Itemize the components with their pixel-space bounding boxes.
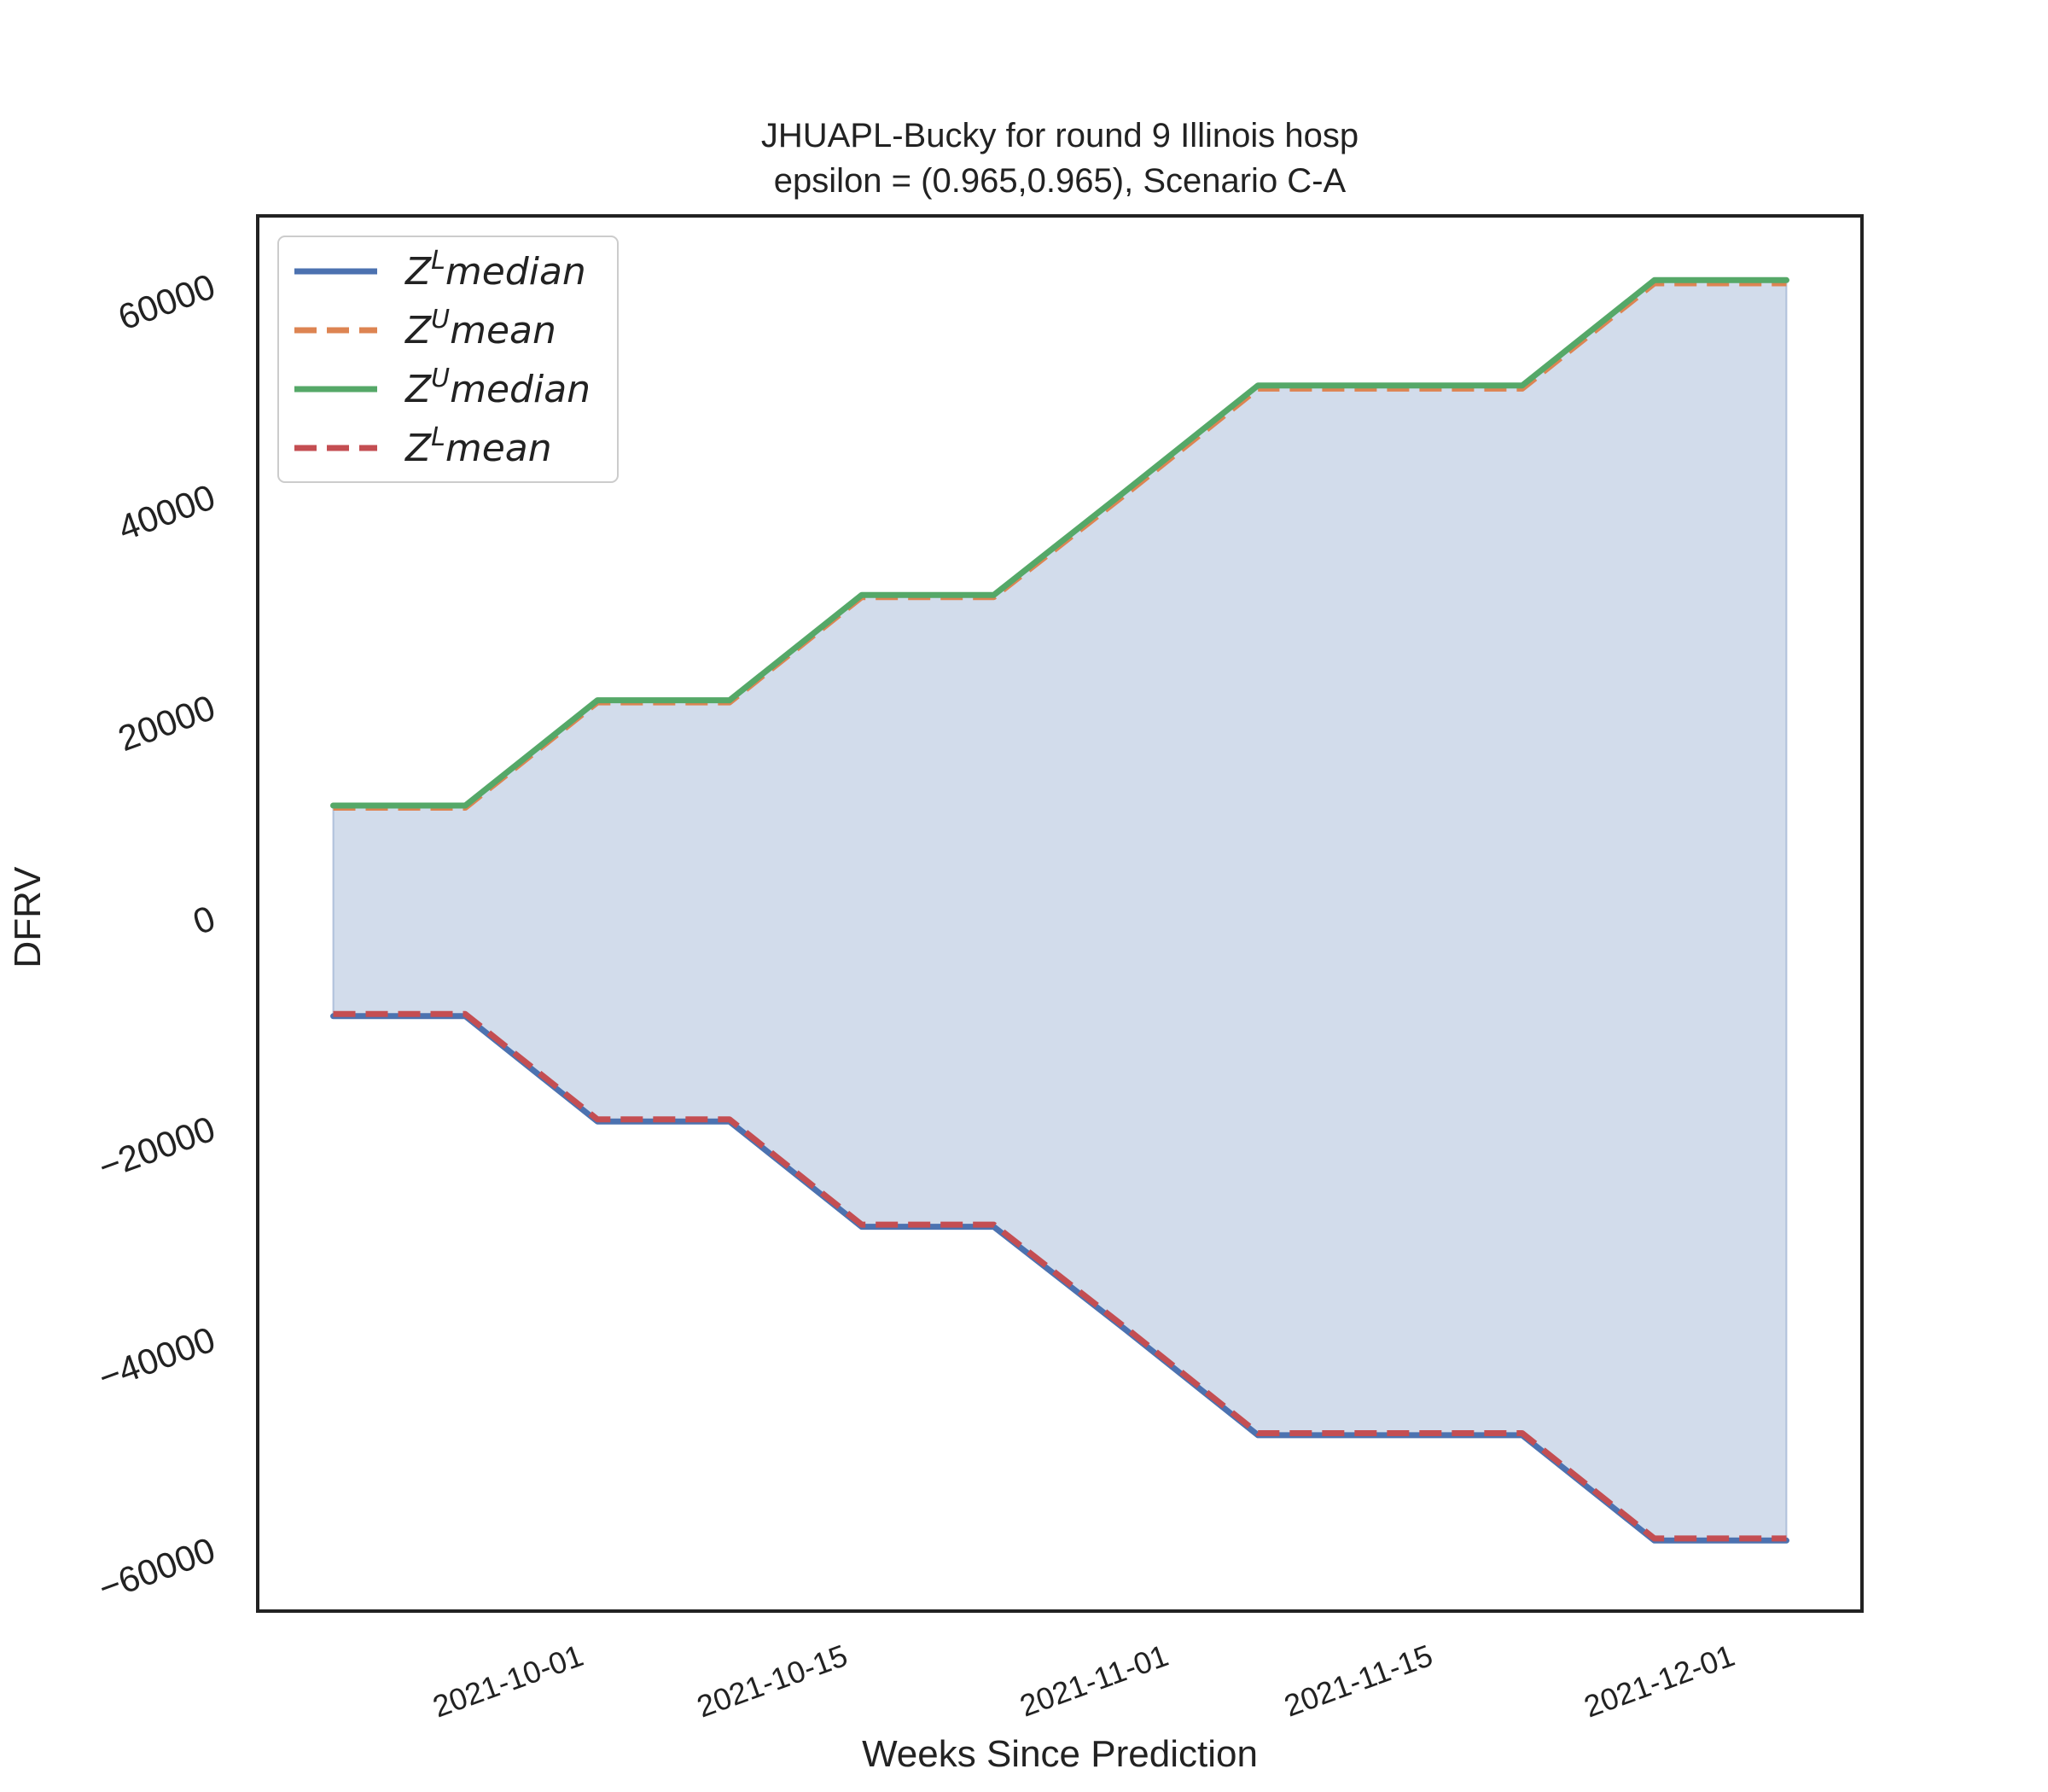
x-tick-label: 2021-12-01 xyxy=(1580,1638,1739,1725)
x-tick-label: 2021-10-15 xyxy=(692,1638,852,1725)
y-tick-label: −60000 xyxy=(93,1529,220,1609)
y-tick-label: 40000 xyxy=(113,476,220,548)
x-tick-label: 2021-11-15 xyxy=(1279,1638,1437,1724)
y-tick-label: −40000 xyxy=(93,1318,220,1398)
y-axis-label: DFRV xyxy=(7,866,49,969)
y-tick-label: 0 xyxy=(188,898,220,942)
y-tick-label: −20000 xyxy=(93,1108,220,1188)
y-tick-label: 20000 xyxy=(113,687,220,759)
x-axis-ticks: 2021-10-01 2021-10-15 2021-11-01 2021-11-15… xyxy=(428,1638,1739,1725)
x-tick-label: 2021-10-01 xyxy=(428,1638,588,1725)
x-tick-label: 2021-11-01 xyxy=(1015,1638,1173,1724)
y-axis-ticks: 60000 40000 20000 0 −20000 −40000 −60000 xyxy=(93,265,220,1608)
legend-label: ZLmean xyxy=(404,422,552,470)
chart-title: JHUAPL-Bucky for round 9 Illinois hosp xyxy=(761,117,1359,154)
x-axis-label: Weeks Since Prediction xyxy=(862,1733,1258,1775)
chart-subtitle: epsilon = (0.965,0.965), Scenario C-A xyxy=(774,162,1347,200)
legend-label: ZUmean xyxy=(404,305,556,352)
y-tick-label: 60000 xyxy=(113,265,220,337)
